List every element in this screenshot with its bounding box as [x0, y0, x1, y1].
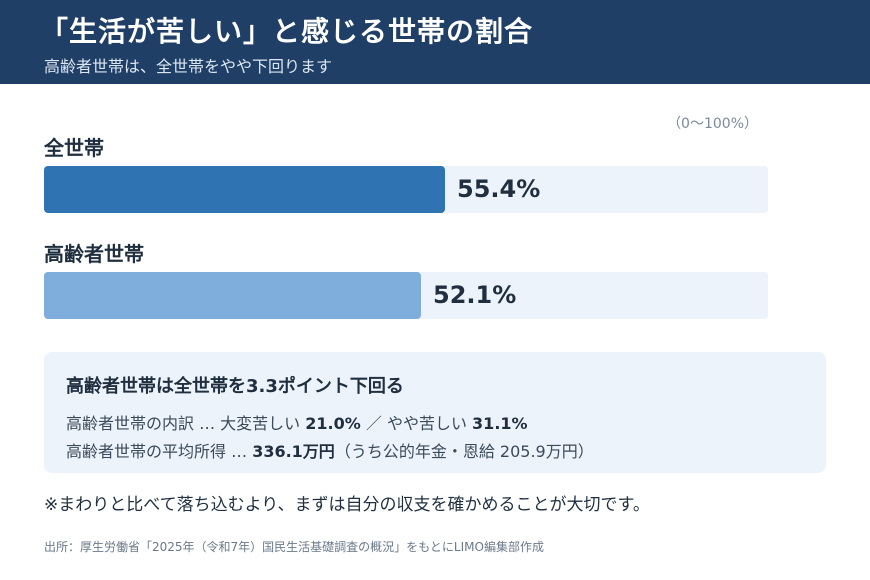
breakdown-value-very-hard: 21.0% — [305, 414, 361, 433]
source-note: 出所：厚生労働省「2025年（令和7年）国民生活基礎調査の概況」をもとにLIMO… — [44, 540, 544, 554]
breakdown-middle: ／ やや苦しい — [360, 414, 473, 433]
header-banner: 「生活が苦しい」と感じる世帯の割合 高齢者世帯は、全世帯をやや下回ります — [0, 0, 870, 84]
summary-line-income: 高齢者世帯の平均所得 … 336.1万円（うち公的年金・恩給 205.9万円） — [66, 438, 594, 462]
breakdown-value-somewhat-hard: 31.1% — [472, 414, 528, 433]
bar — [44, 166, 445, 213]
data-label: 55.4% — [457, 175, 541, 203]
bar-track: 52.1% — [44, 272, 768, 319]
data-label: 52.1% — [433, 281, 517, 309]
chart-title: 「生活が苦しい」と感じる世帯の割合 — [40, 15, 534, 48]
range-note: （0〜100%） — [667, 116, 758, 132]
summary-line-breakdown: 高齢者世帯の内訳 … 大変苦しい 21.0% ／ やや苦しい 31.1% — [66, 410, 528, 434]
category-label: 高齢者世帯 — [44, 242, 144, 266]
bar — [44, 272, 421, 319]
breakdown-prefix: 高齢者世帯の内訳 … 大変苦しい — [66, 414, 306, 433]
summary-box: 高齢者世帯は全世帯を3.3ポイント下回る 高齢者世帯の内訳 … 大変苦しい 21… — [44, 352, 826, 473]
income-value: 336.1万円 — [252, 442, 335, 461]
chart-subtitle: 高齢者世帯は、全世帯をやや下回ります — [44, 57, 333, 76]
income-suffix: （うち公的年金・恩給 205.9万円） — [334, 442, 594, 461]
summary-heading: 高齢者世帯は全世帯を3.3ポイント下回る — [66, 376, 404, 397]
income-prefix: 高齢者世帯の平均所得 … — [66, 442, 253, 461]
category-label: 全世帯 — [44, 136, 104, 160]
bar-track: 55.4% — [44, 166, 768, 213]
footnote: ※まわりと比べて落ち込むより、まずは自分の収支を確かめることが大切です。 — [44, 495, 650, 515]
